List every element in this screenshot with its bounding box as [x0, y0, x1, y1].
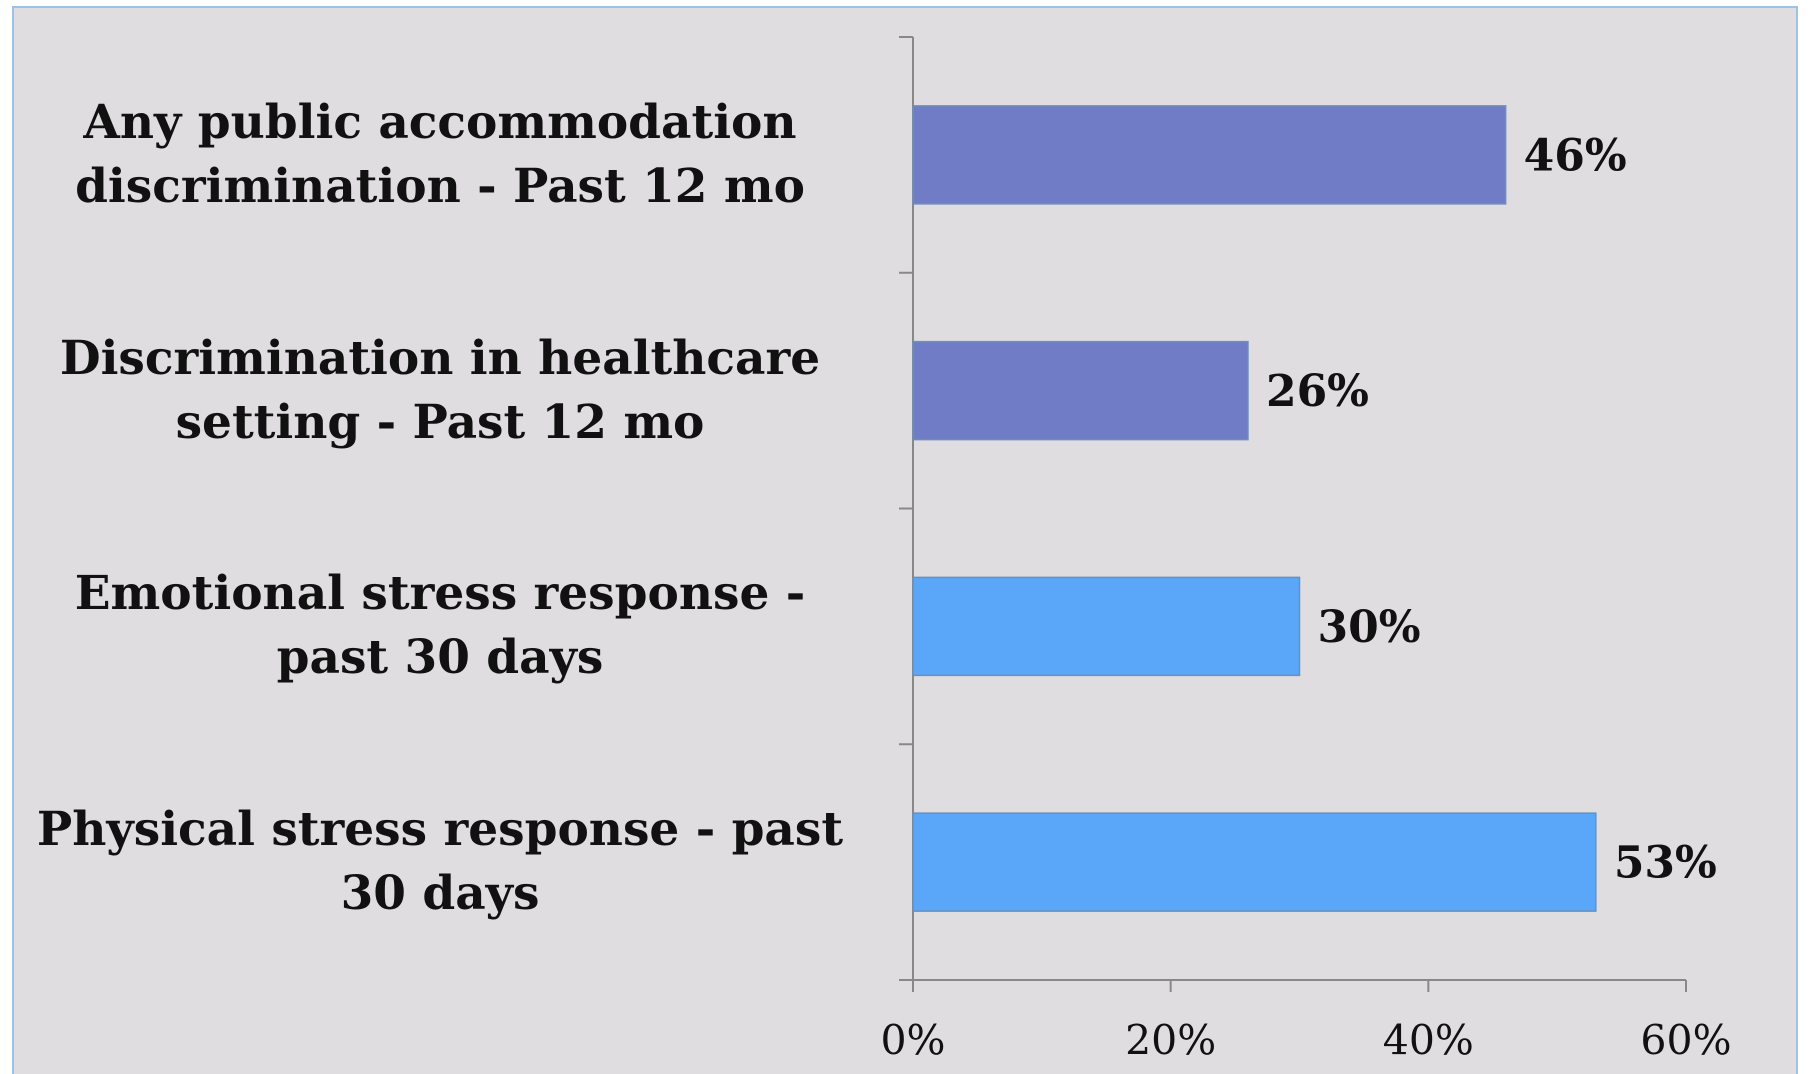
category-label: Physical stress response - past 30 days [36, 802, 844, 922]
x-tick-label: 60% [1640, 1017, 1731, 1065]
category-label-box: Physical stress response - past 30 days [5, 798, 865, 926]
category-label-box: Discrimination in healthcare setting - P… [5, 327, 865, 455]
category-label: Any public accommodation discrimination … [75, 94, 805, 214]
category-label: Emotional stress response - past 30 days [74, 566, 806, 686]
data-label: 26% [1266, 366, 1369, 417]
data-label: 46% [1524, 130, 1627, 181]
x-tick-label: 40% [1383, 1017, 1474, 1065]
category-label-box: Emotional stress response - past 30 days [5, 562, 865, 690]
data-label: 30% [1318, 602, 1421, 653]
category-label-box: Any public accommodation discrimination … [5, 91, 865, 219]
bar [912, 576, 1301, 677]
x-tick-label: 0% [880, 1017, 945, 1065]
bar [912, 105, 1507, 205]
x-tick-label: 20% [1125, 1017, 1216, 1065]
data-label: 53% [1614, 838, 1717, 889]
bar [912, 340, 1249, 441]
bar [912, 812, 1597, 912]
category-label: Discrimination in healthcare setting - P… [59, 330, 821, 450]
